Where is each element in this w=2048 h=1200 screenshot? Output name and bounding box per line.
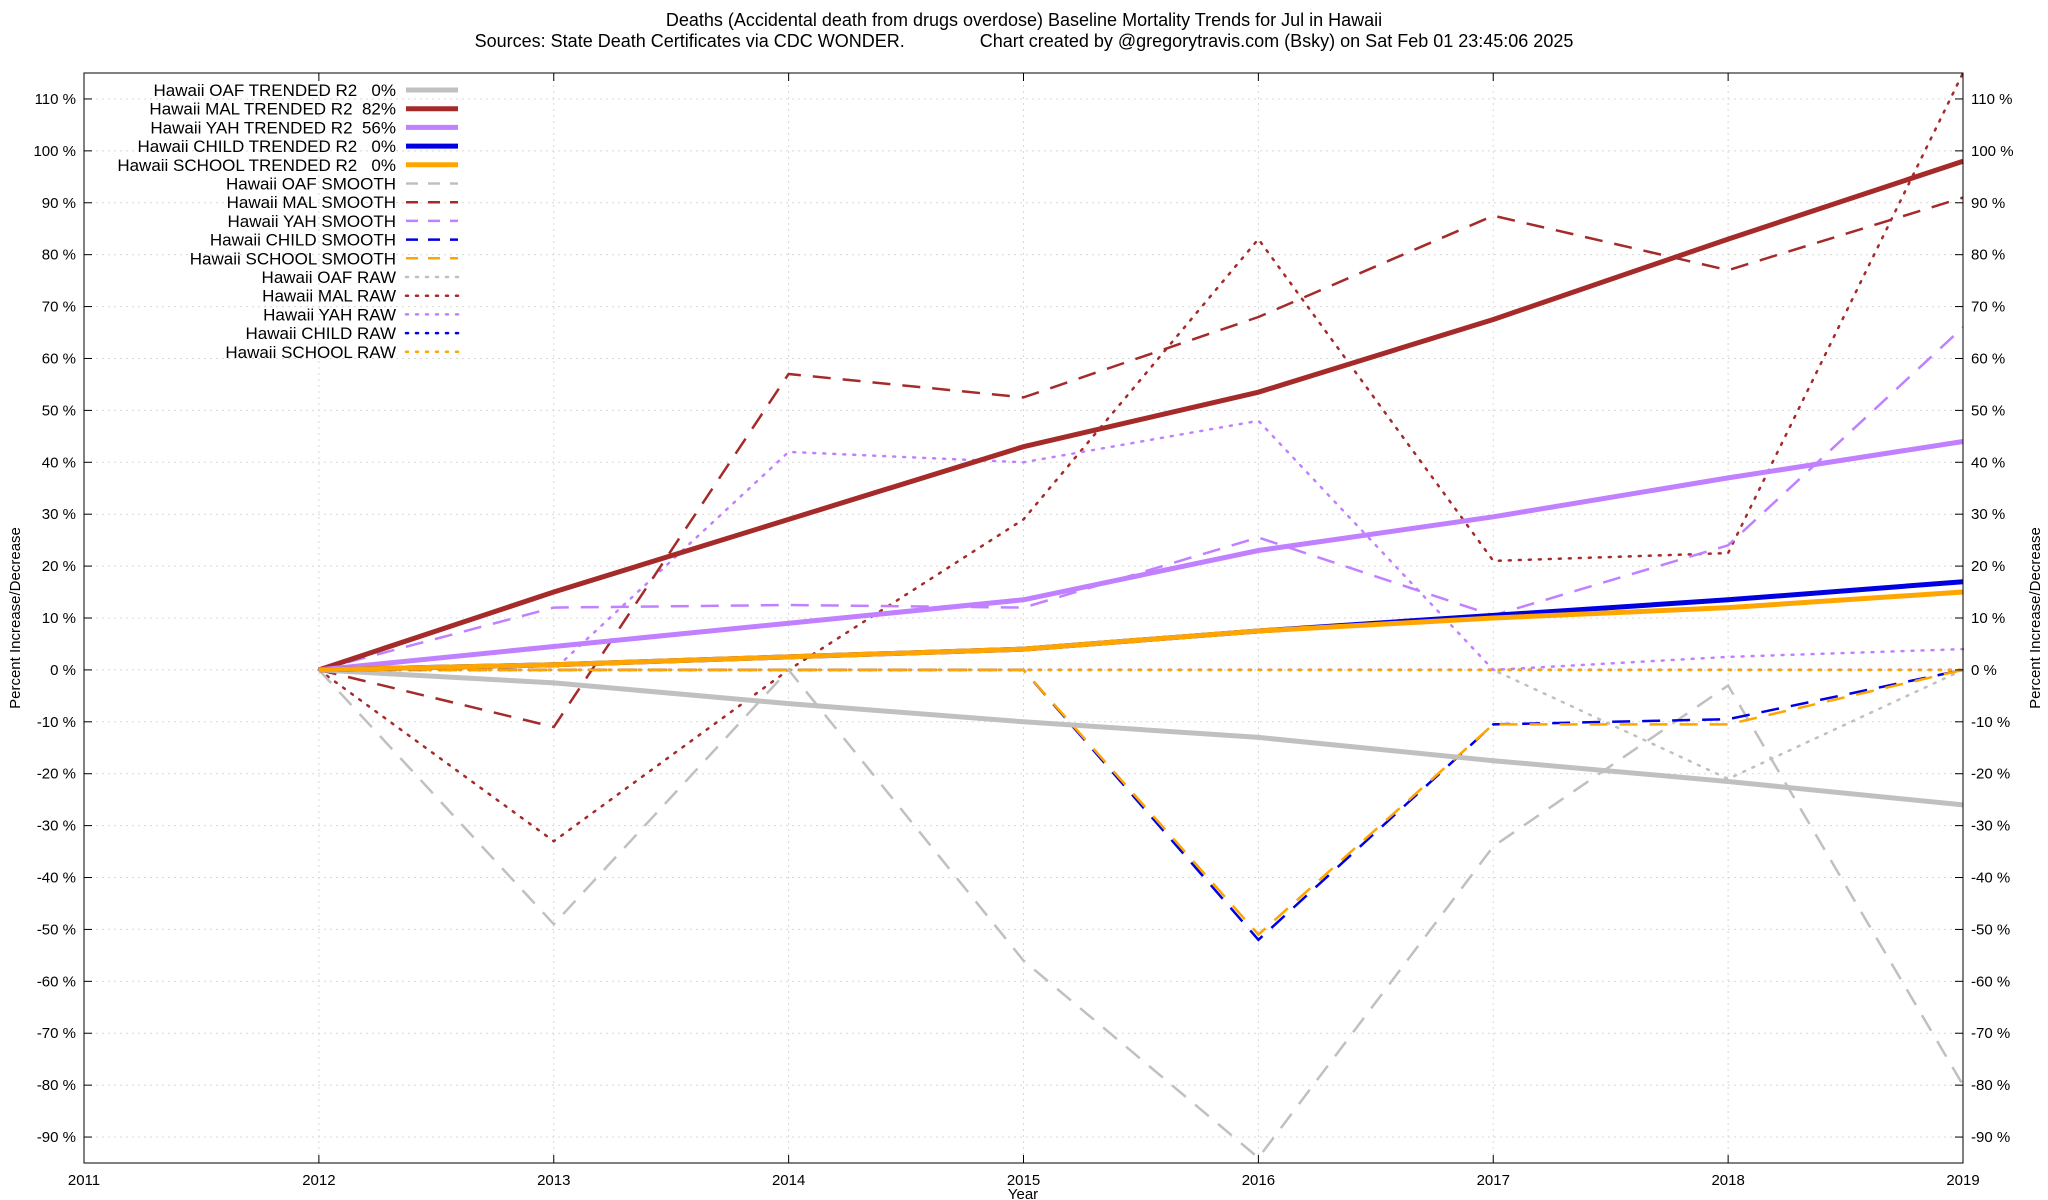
- chart-subtitle: Sources: State Death Certificates via CD…: [475, 31, 1574, 51]
- legend-label: Hawaii OAF RAW: [262, 268, 396, 287]
- legend-label: Hawaii OAF SMOOTH: [226, 175, 396, 194]
- y-tick-label: -60 %: [37, 973, 76, 990]
- x-tick-label: 2017: [1477, 1172, 1510, 1189]
- x-tick-label: 2011: [68, 1172, 100, 1189]
- y-tick-label: 20 %: [42, 558, 76, 575]
- y-tick-label: 100 %: [33, 143, 76, 160]
- x-tick-label: 2019: [1946, 1172, 1979, 1189]
- y2-tick-label: 10 %: [1971, 610, 2005, 627]
- y2-tick-label: -70 %: [1971, 1025, 2010, 1042]
- legend-label: Hawaii MAL TRENDED R2 82%: [149, 100, 396, 119]
- legend-label: Hawaii YAH TRENDED R2 56%: [150, 118, 396, 137]
- y-tick-label: -20 %: [37, 766, 76, 783]
- y2-tick-label: -90 %: [1971, 1129, 2010, 1146]
- legend-label: Hawaii SCHOOL RAW: [225, 343, 396, 362]
- y-axis-title: Percent Increase/Decrease: [7, 527, 24, 709]
- chart-title: Deaths (Accidental death from drugs over…: [666, 10, 1382, 30]
- y2-tick-label: -10 %: [1971, 714, 2010, 731]
- y2-tick-label: -60 %: [1971, 973, 2010, 990]
- legend-label: Hawaii CHILD TRENDED R2 0%: [137, 137, 396, 156]
- y-tick-label: -90 %: [37, 1129, 76, 1146]
- x-tick-label: 2014: [772, 1172, 805, 1189]
- y2-tick-label: 90 %: [1971, 195, 2005, 212]
- legend-label: Hawaii SCHOOL TRENDED R2 0%: [117, 156, 396, 175]
- y-tick-label: 90 %: [42, 195, 76, 212]
- y-tick-label: 110 %: [35, 91, 76, 108]
- y-tick-label: -10 %: [37, 714, 76, 731]
- y-tick-label: 40 %: [42, 454, 76, 471]
- y2-tick-label: -50 %: [1971, 921, 2010, 938]
- legend-label: Hawaii YAH SMOOTH: [228, 212, 396, 231]
- y-tick-label: -70 %: [37, 1025, 76, 1042]
- x-axis-title: Year: [1008, 1186, 1038, 1200]
- y2-tick-label: 100 %: [1971, 143, 2014, 160]
- y-tick-label: 0 %: [50, 662, 76, 679]
- legend-label: Hawaii CHILD SMOOTH: [210, 231, 396, 250]
- legend-label: Hawaii YAH RAW: [263, 305, 396, 324]
- x-tick-label: 2013: [537, 1172, 570, 1189]
- y2-tick-label: 70 %: [1971, 299, 2005, 316]
- y-tick-label: -50 %: [37, 921, 76, 938]
- y2-tick-label: 0 %: [1971, 662, 1997, 679]
- y2-axis-title: Percent Increase/Decrease: [2027, 527, 2044, 709]
- legend-label: Hawaii CHILD RAW: [245, 324, 396, 343]
- y-tick-label: 80 %: [42, 247, 76, 264]
- legend-label: Hawaii SCHOOL SMOOTH: [190, 249, 396, 268]
- y2-tick-label: 20 %: [1971, 558, 2005, 575]
- y2-tick-label: 30 %: [1971, 506, 2005, 523]
- x-tick-label: 2016: [1242, 1172, 1275, 1189]
- y-tick-label: 60 %: [42, 350, 76, 367]
- y2-tick-label: -80 %: [1971, 1077, 2010, 1094]
- x-tick-label: 2018: [1711, 1172, 1744, 1189]
- y2-tick-label: 50 %: [1971, 402, 2005, 419]
- y2-tick-label: 80 %: [1971, 247, 2005, 264]
- y2-tick-label: -20 %: [1971, 766, 2010, 783]
- y-tick-label: 50 %: [42, 402, 76, 419]
- y-tick-label: 30 %: [42, 506, 76, 523]
- y-tick-label: -30 %: [37, 818, 76, 835]
- legend-label: Hawaii MAL RAW: [262, 287, 396, 306]
- y2-tick-label: 60 %: [1971, 350, 2005, 367]
- y-tick-label: -80 %: [37, 1077, 76, 1094]
- y-tick-label: -40 %: [37, 870, 76, 887]
- y2-tick-label: 40 %: [1971, 454, 2005, 471]
- legend-label: Hawaii MAL SMOOTH: [227, 193, 396, 212]
- y2-tick-label: -40 %: [1971, 870, 2010, 887]
- y-tick-label: 10 %: [42, 610, 76, 627]
- x-tick-label: 2012: [302, 1172, 335, 1189]
- y-tick-label: 70 %: [42, 299, 76, 316]
- legend-label: Hawaii OAF TRENDED R2 0%: [154, 81, 396, 100]
- y2-tick-label: -30 %: [1971, 818, 2010, 835]
- y2-tick-label: 110 %: [1971, 91, 2012, 108]
